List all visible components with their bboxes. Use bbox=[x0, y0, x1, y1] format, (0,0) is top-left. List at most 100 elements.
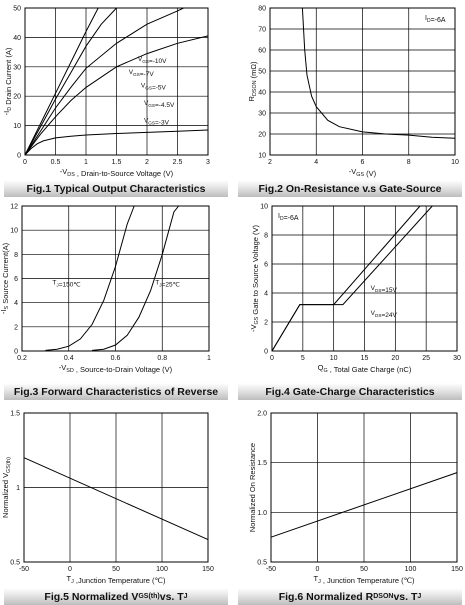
series-line-2 bbox=[271, 205, 433, 352]
series-line-4 bbox=[24, 35, 209, 156]
y-tick-label: 4 bbox=[14, 300, 18, 307]
series-line-1 bbox=[45, 205, 135, 351]
x-axis-label: -VGS (V) bbox=[349, 167, 377, 178]
y-tick-label: 1.0 bbox=[257, 510, 267, 517]
x-tick-label: 100 bbox=[405, 566, 417, 573]
y-axis-label: -ID Drain Current (A) bbox=[2, 47, 13, 115]
series-line-2 bbox=[24, 7, 117, 156]
y-tick-label: 1.5 bbox=[257, 460, 267, 467]
x-tick-label: 8 bbox=[407, 159, 411, 166]
series-label: VDS=24V bbox=[371, 310, 398, 319]
x-tick-label: 50 bbox=[360, 566, 368, 573]
y-axis-label: Normalized On Resistance bbox=[248, 443, 257, 532]
x-tick-label: 4 bbox=[314, 159, 318, 166]
x-tick-label: 15 bbox=[361, 355, 369, 362]
series-label: VGS=-5V bbox=[141, 82, 167, 91]
y-tick-label: 20 bbox=[258, 132, 266, 139]
x-tick-label: 1 bbox=[84, 159, 88, 166]
y-tick-label: 10 bbox=[10, 228, 18, 235]
y-tick-label: 10 bbox=[260, 204, 268, 211]
x-tick-label: 6 bbox=[361, 159, 365, 166]
x-tick-label: 0 bbox=[270, 355, 274, 362]
y-tick-label: 10 bbox=[13, 123, 21, 130]
x-tick-label: 2 bbox=[145, 159, 149, 166]
x-tick-label: 0.5 bbox=[51, 159, 61, 166]
x-tick-label: 2.5 bbox=[173, 159, 183, 166]
y-tick-label: 0.5 bbox=[257, 560, 267, 567]
x-tick-label: 0 bbox=[68, 566, 72, 573]
x-axis-label: TJ ,Junction Temperature (℃) bbox=[67, 574, 166, 585]
y-tick-label: 6 bbox=[264, 262, 268, 269]
y-tick-label: 0 bbox=[264, 349, 268, 356]
x-axis-label: -VDS , Drain-to-Source Voltage (V) bbox=[60, 167, 174, 178]
y-tick-label: 40 bbox=[258, 90, 266, 97]
figure-caption: Fig.1 Typical Output Characteristics bbox=[4, 180, 228, 197]
x-tick-label: 50 bbox=[112, 566, 120, 573]
x-tick-label: 100 bbox=[156, 566, 168, 573]
figure-caption: Fig.3 Forward Characteristics of Reverse bbox=[4, 383, 228, 400]
series-line-1 bbox=[23, 457, 209, 541]
x-tick-label: 25 bbox=[422, 355, 430, 362]
series-label: TJ=25℃ bbox=[155, 280, 180, 289]
series-line-1 bbox=[270, 472, 458, 538]
y-tick-label: 40 bbox=[13, 35, 21, 42]
y-axis-label: -IS Source Current(A) bbox=[0, 242, 10, 314]
figure-caption: Fig.4 Gate-Charge Characteristics bbox=[238, 383, 462, 400]
x-tick-label: 0 bbox=[23, 159, 27, 166]
y-axis-label: Normalized VGS(th) bbox=[1, 457, 12, 518]
y-tick-label: 60 bbox=[258, 48, 266, 55]
y-axis-label: -VGS Gate to Source Voltage (V) bbox=[249, 224, 260, 332]
y-tick-label: 30 bbox=[258, 111, 266, 118]
chart-2: 2 4 6 8 10 10 20 30 40 50 60 70 80 -VGS (V) RDSON (mΩ)… bbox=[247, 6, 459, 179]
annotation: ID=-6A bbox=[425, 15, 446, 24]
y-tick-label: 12 bbox=[10, 204, 18, 211]
x-tick-label: 5 bbox=[301, 355, 305, 362]
y-tick-label: 0.5 bbox=[10, 560, 20, 567]
series-label: VGS=-4.5V bbox=[144, 100, 175, 109]
y-tick-label: 50 bbox=[258, 69, 266, 76]
y-tick-label: 1 bbox=[16, 485, 20, 492]
x-tick-label: 1.5 bbox=[112, 159, 122, 166]
chart-6: -50 0 50 100 150 0.5 1.0 1.5 2.0 TJ , Junction Te… bbox=[248, 411, 463, 586]
series-label: VGS=-10V bbox=[138, 56, 167, 65]
y-tick-label: 80 bbox=[258, 6, 266, 13]
series-label: TJ=150℃ bbox=[52, 280, 81, 289]
y-tick-label: 2.0 bbox=[257, 411, 267, 418]
series-line-1 bbox=[24, 7, 99, 156]
y-tick-label: 50 bbox=[13, 6, 21, 13]
chart-5: -50 0 50 100 150 0.5 1 1.5 TJ ,Junction Temperat… bbox=[1, 411, 214, 586]
figure-caption: Fig.2 On-Resistance v.s Gate-Source bbox=[238, 180, 462, 197]
y-tick-label: 10 bbox=[258, 153, 266, 160]
y-tick-label: 0 bbox=[14, 349, 18, 356]
y-tick-label: 6 bbox=[14, 276, 18, 283]
series-line-3 bbox=[24, 7, 184, 156]
x-tick-label: 3 bbox=[206, 159, 210, 166]
x-tick-label: 0.2 bbox=[17, 355, 27, 362]
series-label: VGS=-3V bbox=[144, 118, 170, 127]
x-tick-label: 30 bbox=[453, 355, 461, 362]
x-tick-label: 150 bbox=[202, 566, 214, 573]
y-axis-label: RDSON (mΩ) bbox=[247, 61, 258, 101]
y-tick-label: 1.5 bbox=[10, 411, 20, 418]
x-tick-label: 0.8 bbox=[157, 355, 167, 362]
y-tick-label: 4 bbox=[264, 291, 268, 298]
x-tick-label: 0 bbox=[316, 566, 320, 573]
y-tick-label: 8 bbox=[14, 252, 18, 259]
x-tick-label: 150 bbox=[451, 566, 463, 573]
y-tick-label: 2 bbox=[264, 320, 268, 327]
x-tick-label: -50 bbox=[19, 566, 29, 573]
x-tick-label: -50 bbox=[266, 566, 276, 573]
y-tick-label: 70 bbox=[258, 27, 266, 34]
x-tick-label: 0.6 bbox=[111, 355, 121, 362]
y-tick-label: 2 bbox=[14, 324, 18, 331]
x-axis-label: QG , Total Gate Charge (nC) bbox=[318, 363, 412, 374]
series-label: VGS=-7V bbox=[129, 69, 155, 78]
x-tick-label: 20 bbox=[391, 355, 399, 362]
